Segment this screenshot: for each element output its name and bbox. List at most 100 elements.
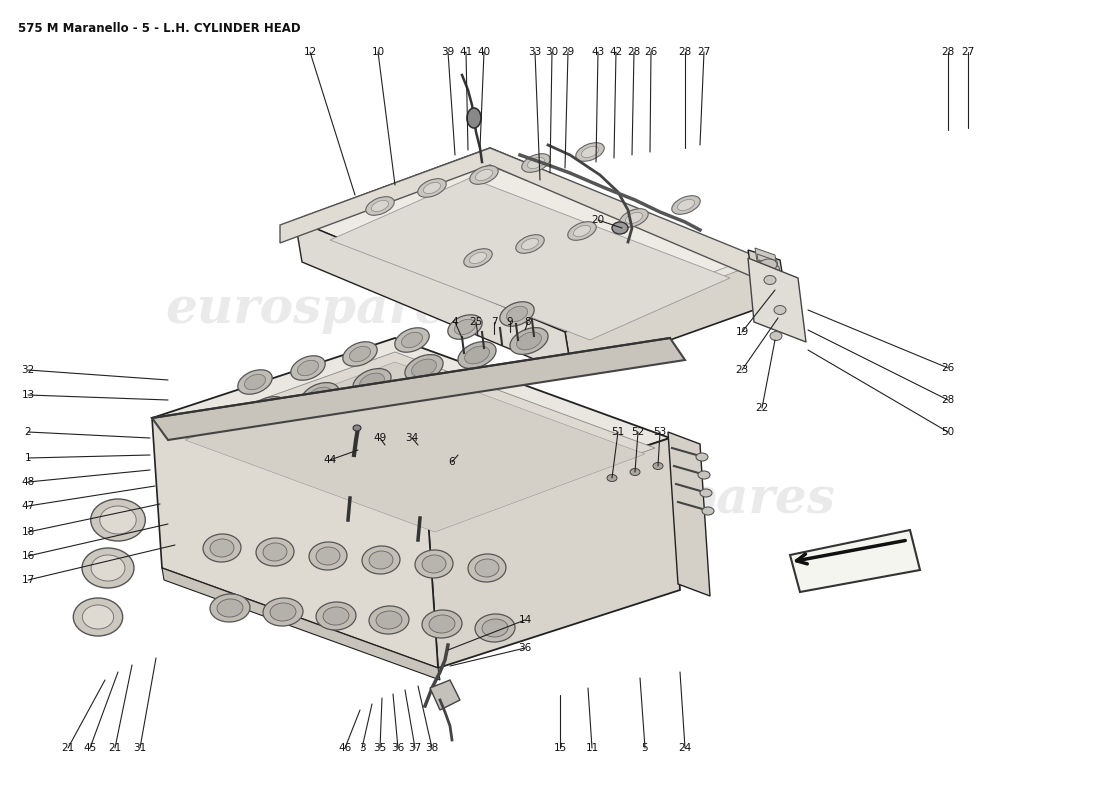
Polygon shape [152, 338, 670, 518]
Ellipse shape [759, 301, 777, 313]
Ellipse shape [255, 401, 280, 419]
Text: 5: 5 [641, 743, 648, 753]
Polygon shape [152, 418, 438, 668]
Text: 30: 30 [546, 47, 559, 57]
Text: 3: 3 [359, 743, 365, 753]
Ellipse shape [516, 234, 544, 254]
Ellipse shape [759, 273, 777, 285]
Text: 16: 16 [21, 551, 34, 561]
Text: 28: 28 [942, 395, 955, 405]
Polygon shape [295, 148, 760, 332]
Ellipse shape [343, 342, 377, 366]
Text: 25: 25 [470, 317, 483, 327]
Text: 43: 43 [592, 47, 605, 57]
Ellipse shape [372, 201, 388, 211]
Text: eurospares: eurospares [525, 475, 835, 525]
Ellipse shape [368, 551, 393, 569]
Text: 28: 28 [679, 47, 692, 57]
Ellipse shape [415, 550, 453, 578]
Text: 32: 32 [21, 365, 34, 375]
Polygon shape [308, 158, 745, 334]
Ellipse shape [475, 614, 515, 642]
Polygon shape [761, 266, 783, 286]
Ellipse shape [424, 182, 440, 194]
Ellipse shape [297, 360, 319, 376]
Text: 36: 36 [518, 643, 531, 653]
Ellipse shape [499, 302, 535, 326]
Ellipse shape [301, 382, 339, 410]
Ellipse shape [362, 546, 400, 574]
Ellipse shape [429, 615, 455, 633]
Ellipse shape [573, 226, 591, 237]
Polygon shape [295, 220, 572, 375]
Ellipse shape [696, 453, 708, 461]
Ellipse shape [402, 332, 422, 348]
Text: 23: 23 [736, 365, 749, 375]
Text: 45: 45 [84, 743, 97, 753]
Text: 29: 29 [561, 47, 574, 57]
Ellipse shape [366, 197, 394, 215]
Text: 31: 31 [133, 743, 146, 753]
Polygon shape [757, 254, 779, 274]
Polygon shape [748, 258, 806, 342]
Ellipse shape [759, 287, 777, 299]
Ellipse shape [468, 108, 481, 128]
Text: 22: 22 [756, 403, 769, 413]
Text: 53: 53 [653, 427, 667, 437]
Text: 27: 27 [697, 47, 711, 57]
Ellipse shape [316, 602, 356, 630]
Polygon shape [280, 148, 770, 280]
Polygon shape [162, 568, 440, 680]
Text: 6: 6 [449, 457, 455, 467]
Text: 36: 36 [392, 743, 405, 753]
Ellipse shape [575, 142, 604, 162]
Text: 34: 34 [406, 433, 419, 443]
Ellipse shape [568, 222, 596, 240]
Text: 21: 21 [109, 743, 122, 753]
Ellipse shape [376, 611, 402, 629]
Ellipse shape [411, 359, 437, 377]
Text: 12: 12 [304, 47, 317, 57]
Ellipse shape [290, 356, 326, 380]
Text: 26: 26 [942, 363, 955, 373]
Text: 37: 37 [408, 743, 421, 753]
Polygon shape [565, 260, 768, 375]
Ellipse shape [700, 489, 712, 497]
Ellipse shape [210, 539, 234, 557]
Ellipse shape [360, 373, 384, 391]
Ellipse shape [764, 275, 776, 285]
Ellipse shape [612, 222, 628, 234]
Text: 15: 15 [553, 743, 566, 753]
Text: 14: 14 [518, 615, 531, 625]
Ellipse shape [90, 499, 145, 541]
Text: 28: 28 [942, 47, 955, 57]
Text: 46: 46 [339, 743, 352, 753]
Text: 8: 8 [525, 317, 531, 327]
Ellipse shape [91, 555, 125, 581]
Text: 50: 50 [942, 427, 955, 437]
Polygon shape [330, 178, 730, 340]
Ellipse shape [630, 469, 640, 475]
Text: 44: 44 [323, 455, 337, 465]
Ellipse shape [528, 158, 544, 169]
Ellipse shape [770, 331, 782, 341]
Ellipse shape [422, 610, 462, 638]
Ellipse shape [395, 328, 429, 352]
Polygon shape [748, 250, 788, 308]
Text: 10: 10 [372, 47, 385, 57]
Text: 11: 11 [585, 743, 598, 753]
Text: 9: 9 [507, 317, 514, 327]
Ellipse shape [506, 306, 528, 322]
Text: 52: 52 [631, 427, 645, 437]
Ellipse shape [475, 170, 493, 181]
Ellipse shape [210, 594, 250, 622]
Ellipse shape [244, 374, 265, 390]
Text: 51: 51 [612, 427, 625, 437]
Text: 40: 40 [477, 47, 491, 57]
Ellipse shape [468, 554, 506, 582]
Text: 21: 21 [62, 743, 75, 753]
Ellipse shape [204, 534, 241, 562]
Ellipse shape [353, 369, 392, 395]
Ellipse shape [353, 425, 361, 431]
Ellipse shape [470, 166, 498, 184]
